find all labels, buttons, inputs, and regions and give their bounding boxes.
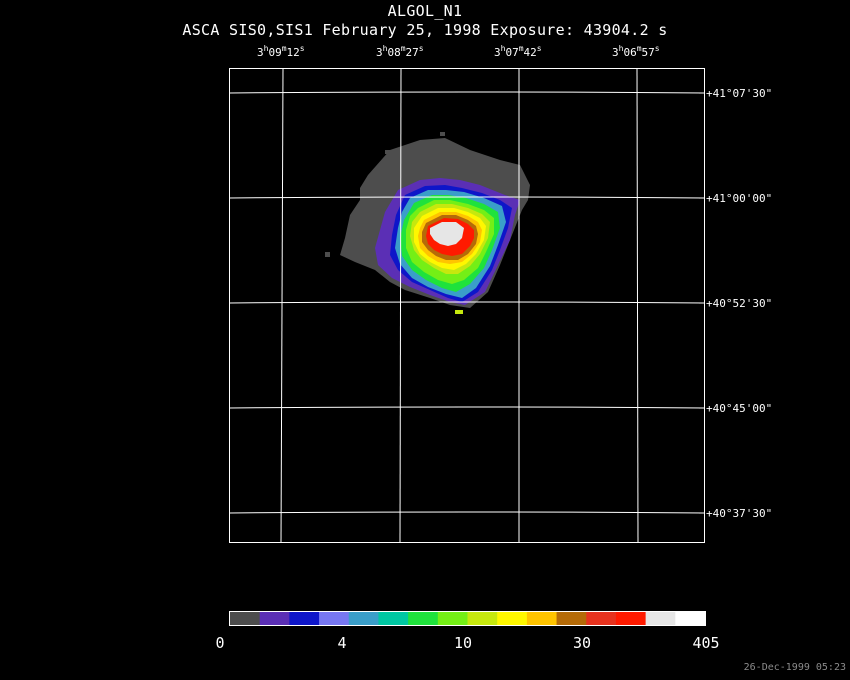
image-subtitle: ASCA SIS0,SIS1 February 25, 1998 Exposur… — [182, 21, 668, 39]
emission-pixel — [325, 252, 330, 257]
image-frame — [229, 68, 705, 543]
dec-grid-line — [228, 511, 706, 514]
dec-tick-label: +40°45'00" — [706, 402, 773, 415]
emission-pixel — [385, 150, 391, 154]
colorbar-tick-label: 4 — [337, 634, 347, 652]
dec-grid-line — [228, 301, 706, 304]
dec-grid-line — [228, 406, 706, 409]
dec-tick-label: +40°37'30" — [706, 507, 773, 520]
ra-tick-label: 3h08m27s — [376, 44, 424, 59]
colorbar-tick-label: 0 — [215, 634, 225, 652]
ra-grid-line — [399, 67, 402, 544]
dec-grid-line — [228, 196, 706, 199]
ra-grid-line — [636, 67, 639, 544]
dec-tick-label: +41°00'00" — [706, 192, 773, 205]
colorbar-tick-label: 10 — [453, 634, 473, 652]
dec-tick-label: +40°52'30" — [706, 297, 773, 310]
emission-pixel — [515, 175, 521, 181]
colorbar-tick-label: 405 — [692, 634, 720, 652]
coordinate-grid — [228, 67, 706, 544]
ra-tick-label: 3h09m12s — [257, 44, 305, 59]
image-title: ALGOL_N1 — [387, 2, 463, 20]
ra-grid-line — [280, 67, 284, 544]
ra-tick-label: 3h06m57s — [612, 44, 660, 59]
timestamp: 26-Dec-1999 05:23 — [743, 662, 846, 673]
emission-pixel — [455, 310, 463, 314]
ra-tick-label: 3h07m42s — [494, 44, 542, 59]
colorbar-tick-label: 30 — [572, 634, 592, 652]
emission-contour — [430, 222, 464, 246]
dec-tick-label: +41°07'30" — [706, 87, 773, 100]
xray-source — [325, 132, 530, 314]
dec-grid-line — [228, 91, 706, 94]
emission-pixel — [440, 132, 445, 136]
